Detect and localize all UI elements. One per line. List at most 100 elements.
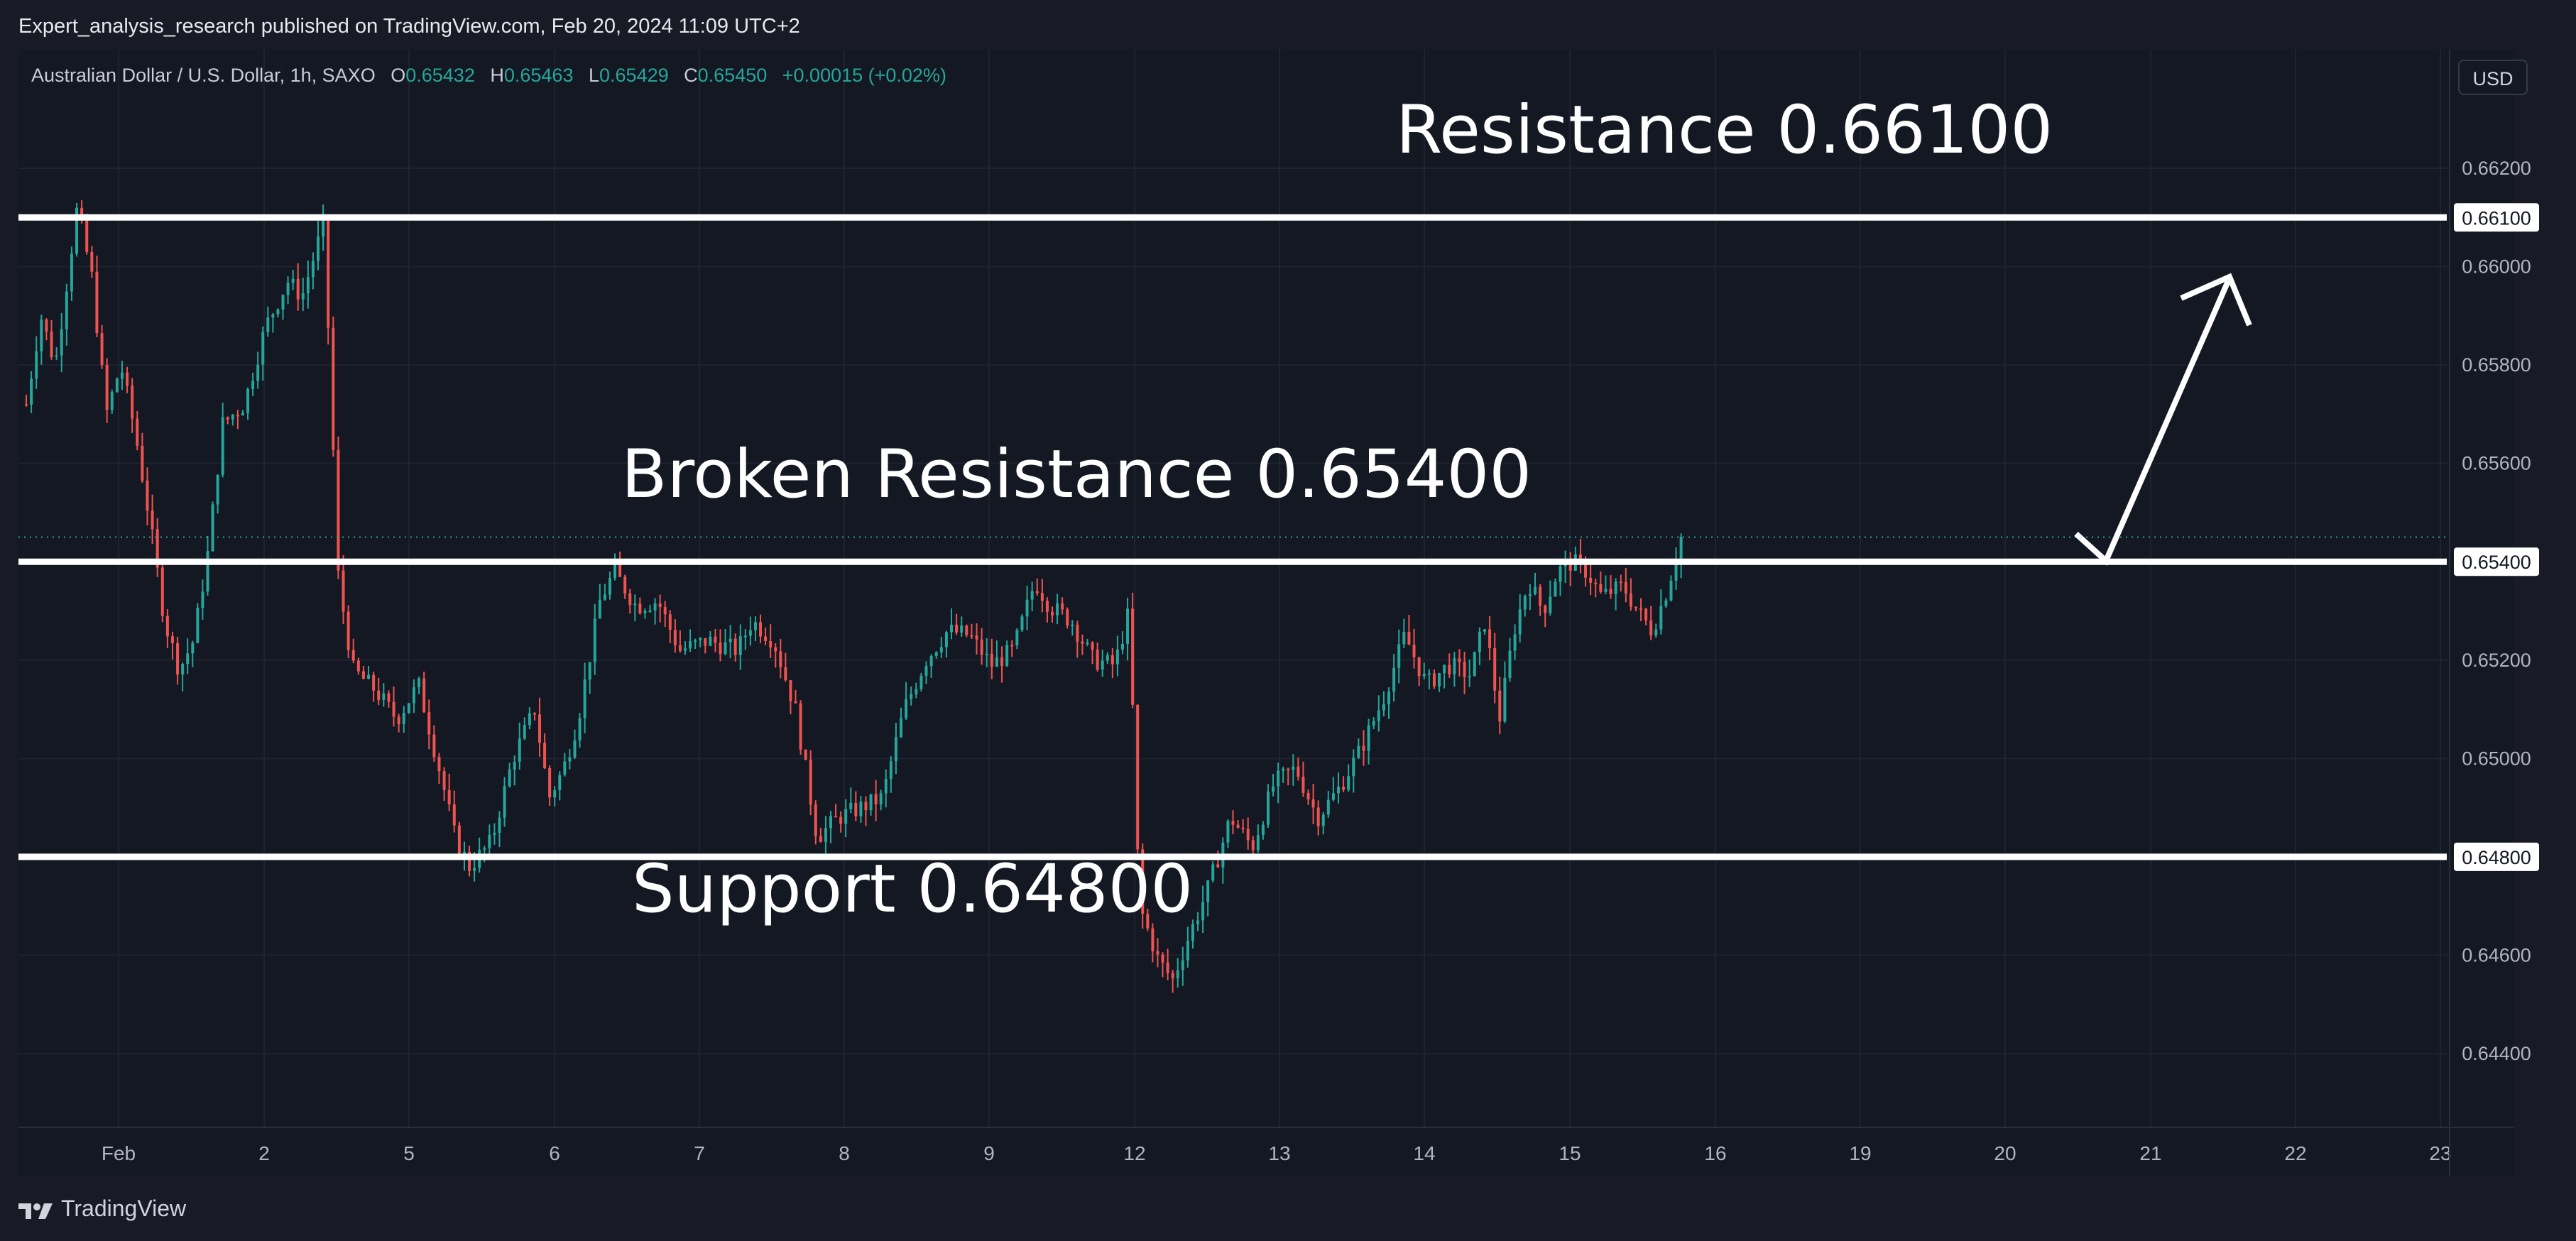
- candle-body: [774, 647, 777, 652]
- candle-body: [1644, 608, 1648, 620]
- candle-body: [337, 449, 340, 571]
- candle-body: [1297, 766, 1300, 777]
- x-tick-label: 20: [1994, 1142, 2016, 1164]
- candle-body: [738, 636, 742, 655]
- candle-body: [241, 412, 244, 416]
- candle-body: [528, 713, 531, 726]
- candle-body: [1518, 609, 1522, 635]
- tradingview-brand[interactable]: TradingView: [18, 1193, 186, 1224]
- candle-body: [1544, 606, 1547, 613]
- candle-body: [628, 593, 632, 606]
- candle-body: [1061, 603, 1064, 610]
- candle-body: [1407, 632, 1411, 645]
- candle-body: [1015, 630, 1019, 646]
- candle-body: [1342, 787, 1346, 790]
- candle-body: [1000, 657, 1004, 666]
- candle-body: [944, 632, 948, 647]
- candle-body: [613, 563, 617, 579]
- candle-body: [1609, 589, 1612, 594]
- candle-body: [1473, 652, 1476, 677]
- candle-body: [1508, 650, 1512, 678]
- candle-body: [120, 372, 124, 379]
- candle-body: [648, 610, 652, 612]
- projection-arrow-head: [2180, 273, 2252, 327]
- candle-body: [1554, 581, 1557, 597]
- candle-body: [1453, 658, 1456, 674]
- candle-body: [1156, 951, 1159, 955]
- candle-body: [40, 319, 43, 351]
- candle-body: [1081, 641, 1084, 644]
- symbol-name[interactable]: Australian Dollar / U.S. Dollar, 1h, SAX…: [31, 65, 376, 86]
- open-label: O: [391, 65, 406, 86]
- candle-body: [50, 332, 53, 357]
- candle-body: [342, 570, 345, 612]
- candle-body: [804, 749, 807, 760]
- candle-body: [1584, 560, 1588, 578]
- candle-body: [603, 594, 606, 600]
- y-tick-label: 0.65600: [2462, 453, 2531, 474]
- candle-body: [1277, 770, 1280, 787]
- candle-body: [884, 779, 888, 794]
- candle-body: [291, 278, 295, 283]
- level-axis-badge: [2454, 203, 2539, 232]
- candle-body: [683, 648, 687, 651]
- candle-body: [924, 666, 928, 676]
- level-annotation-text: Broken Resistance 0.65400: [621, 436, 1532, 513]
- candle-body: [1146, 914, 1150, 929]
- candle-body: [714, 636, 717, 643]
- candle-body: [673, 629, 677, 645]
- candle-body: [728, 638, 732, 643]
- candle-body: [261, 332, 265, 365]
- candle-body: [814, 804, 817, 836]
- x-tick-label: 2: [258, 1142, 270, 1164]
- candle-body: [784, 667, 787, 681]
- candle-body: [160, 567, 164, 616]
- candle-body: [623, 576, 627, 594]
- candle-body: [769, 640, 773, 647]
- level-axis-label: 0.65400: [2462, 552, 2531, 573]
- symbol-legend[interactable]: Australian Dollar / U.S. Dollar, 1h, SAX…: [31, 60, 946, 91]
- candle-body: [126, 372, 129, 386]
- y-tick-label: 0.65200: [2462, 650, 2531, 671]
- candle-body: [372, 674, 376, 691]
- candle-body: [25, 404, 28, 406]
- candle-body: [1438, 673, 1441, 687]
- chart-panel[interactable]: [18, 50, 2514, 1176]
- candle-body: [1272, 786, 1275, 792]
- y-tick-label: 0.64600: [2462, 944, 2531, 966]
- candle-body: [950, 624, 954, 633]
- candle-body: [1066, 609, 1069, 625]
- candle-body: [196, 608, 200, 643]
- candle-body: [377, 690, 381, 700]
- candle-body: [181, 664, 185, 675]
- candle-body: [131, 386, 134, 419]
- candle-body: [1321, 814, 1325, 826]
- candle-body: [794, 701, 797, 704]
- candle-body: [859, 802, 863, 816]
- candle-body: [100, 333, 104, 366]
- candle-body: [1246, 829, 1250, 841]
- candle-body: [523, 725, 526, 739]
- candle-body: [658, 603, 662, 608]
- candle-body: [286, 283, 290, 295]
- candle-body: [1171, 973, 1174, 979]
- level-annotation-text: Resistance 0.66100: [1396, 92, 2053, 169]
- candle-body: [939, 647, 943, 652]
- candle-body: [824, 828, 827, 842]
- candle-body: [1549, 596, 1552, 613]
- candle-body: [1120, 643, 1124, 650]
- candle-body: [387, 693, 391, 702]
- candle-body: [985, 653, 988, 655]
- candle-body: [251, 381, 255, 389]
- low-label: L: [588, 65, 600, 86]
- candle-body: [1523, 596, 1527, 610]
- candle-body: [236, 415, 239, 417]
- candle-body: [1559, 566, 1562, 582]
- candle-body: [889, 761, 893, 780]
- candle-body: [1568, 560, 1572, 571]
- candle-body: [246, 388, 250, 413]
- currency-button[interactable]: USD: [2458, 60, 2528, 95]
- candle-body: [503, 786, 506, 818]
- candle-body: [417, 678, 421, 688]
